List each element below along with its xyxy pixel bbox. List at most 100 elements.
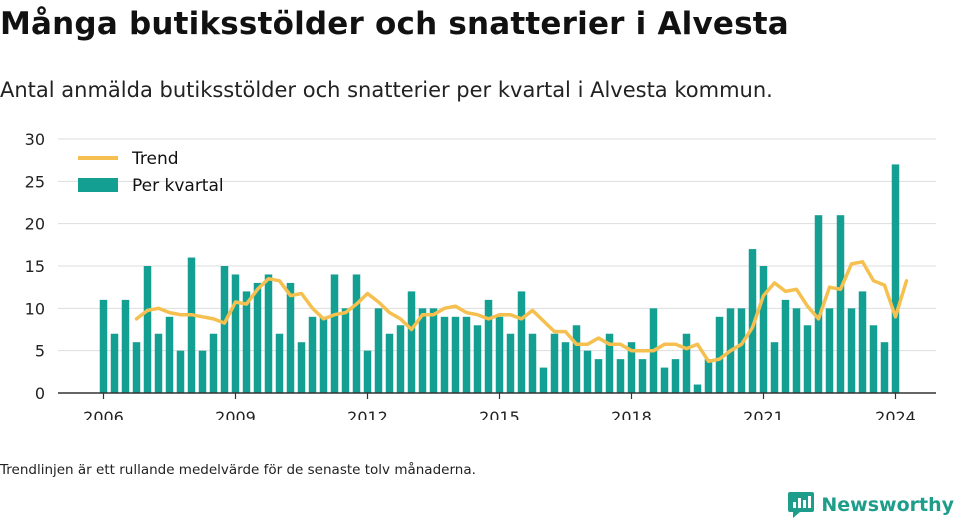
bar <box>572 325 581 393</box>
bar <box>891 164 900 393</box>
chart-title: Många butiksstölder och snatterier i Alv… <box>0 6 789 42</box>
bar <box>154 333 163 393</box>
bar <box>858 291 867 393</box>
bar <box>176 350 185 393</box>
bar <box>198 350 207 393</box>
bar <box>880 342 889 393</box>
bar <box>616 359 625 393</box>
footnote: Trendlinjen är ett rullande medelvärde f… <box>0 462 476 478</box>
x-tick-label: 2024 <box>875 408 916 420</box>
bar <box>440 316 449 393</box>
bar <box>363 350 372 393</box>
x-tick-label: 2021 <box>743 408 784 420</box>
bar <box>253 282 262 393</box>
bar <box>484 299 493 393</box>
bar <box>781 299 790 393</box>
bars <box>99 164 900 393</box>
grid: 0 5 10 15 20 25 30 <box>25 130 936 403</box>
trend-path <box>134 260 909 364</box>
bar <box>583 350 592 393</box>
brand-name: Newsworthy <box>821 494 954 516</box>
bar <box>451 316 460 393</box>
bar <box>352 274 361 393</box>
bar <box>110 333 119 393</box>
bar <box>660 367 669 393</box>
bar <box>539 367 548 393</box>
legend-trend-label: Trend <box>131 149 179 169</box>
bar <box>869 325 878 393</box>
bar <box>737 308 746 393</box>
bar <box>836 215 845 393</box>
bar <box>407 291 416 393</box>
bar <box>187 257 196 393</box>
bar <box>682 333 691 393</box>
x-tick-label: 2009 <box>215 408 256 420</box>
chart: 0 5 10 15 20 25 30 2006 2009 2012 2015 2018 2021 202… <box>25 130 936 420</box>
legend: Trend Per kvartal <box>78 149 224 196</box>
newsworthy-logo-icon <box>788 492 815 518</box>
bar <box>759 266 768 393</box>
x-tick-label: 2015 <box>479 408 520 420</box>
bar <box>209 333 218 393</box>
bar <box>99 299 108 393</box>
bar <box>418 308 427 393</box>
bar <box>792 308 801 393</box>
bar <box>462 316 471 393</box>
x-tick-label: 2012 <box>347 408 388 420</box>
bar <box>506 333 515 393</box>
bar <box>165 316 174 393</box>
y-tick-label: 25 <box>25 172 45 191</box>
bar <box>121 299 130 393</box>
bar <box>495 316 504 393</box>
bar <box>550 333 559 393</box>
bar <box>638 359 647 393</box>
bar <box>220 266 229 393</box>
x-tick-label: 2006 <box>83 408 124 420</box>
bar <box>671 359 680 393</box>
bar <box>704 359 713 393</box>
bar <box>286 282 295 393</box>
bar <box>627 342 636 393</box>
bar <box>517 291 526 393</box>
bar <box>814 215 823 393</box>
bar <box>319 316 328 393</box>
y-tick-label: 5 <box>35 342 45 361</box>
bar <box>297 342 306 393</box>
legend-bar-swatch <box>78 178 118 192</box>
bar <box>231 274 240 393</box>
y-tick-label: 10 <box>25 299 45 318</box>
bar <box>341 308 350 393</box>
bar <box>264 274 273 393</box>
chart-subtitle: Antal anmälda butiksstölder och snatteri… <box>0 78 773 102</box>
bar <box>847 308 856 393</box>
bar <box>825 308 834 393</box>
bar <box>605 333 614 393</box>
bar <box>594 359 603 393</box>
bar <box>242 291 251 393</box>
brand-logo: Newsworthy <box>787 490 954 520</box>
y-tick-label: 20 <box>25 215 45 234</box>
bar <box>561 342 570 393</box>
legend-bar-label: Per kvartal <box>132 176 224 196</box>
axes: 2006 2009 2012 2015 2018 2021 2024 <box>58 392 936 420</box>
y-tick-label: 15 <box>25 257 45 276</box>
bar <box>528 333 537 393</box>
bar <box>132 342 141 393</box>
bar <box>693 384 702 393</box>
bar <box>396 325 405 393</box>
trend-line <box>134 260 909 364</box>
y-tick-label: 0 <box>35 384 45 403</box>
bar <box>308 316 317 393</box>
bar <box>429 308 438 393</box>
bar <box>770 342 779 393</box>
bar <box>330 274 339 393</box>
x-tick-label: 2018 <box>611 408 652 420</box>
bar <box>143 266 152 393</box>
bar <box>385 333 394 393</box>
bar <box>374 308 383 393</box>
bar <box>473 325 482 393</box>
bar <box>715 316 724 393</box>
bar <box>803 325 812 393</box>
bar <box>748 249 757 393</box>
y-tick-label: 30 <box>25 130 45 149</box>
